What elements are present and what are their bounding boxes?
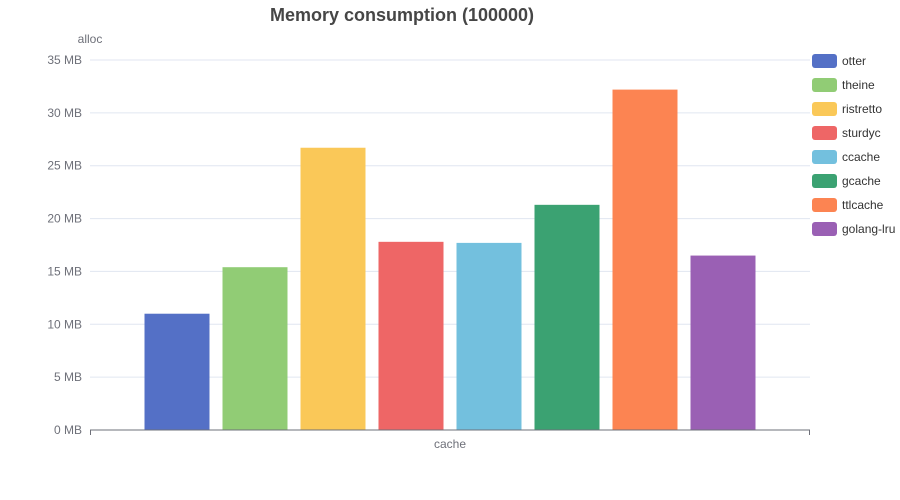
y-tick-label: 25 MB (47, 159, 82, 173)
legend-swatch (812, 102, 837, 116)
y-tick-label: 35 MB (47, 53, 82, 67)
bar-ttlcache[interactable] (612, 89, 678, 430)
bar-theine[interactable] (222, 267, 288, 430)
y-tick-label: 30 MB (47, 106, 82, 120)
legend-item-golang-lru[interactable]: golang-lru (812, 222, 895, 236)
legend-item-sturdyc[interactable]: sturdyc (812, 126, 881, 140)
y-tick-labels: 0 MB 5 MB 10 MB 15 MB 20 MB 25 MB 30 MB 35 MB (47, 53, 82, 437)
legend-item-ttlcache[interactable]: ttlcache (812, 198, 884, 212)
legend-swatch (812, 150, 837, 164)
legend-swatch (812, 198, 837, 212)
legend-swatch (812, 54, 837, 68)
bar-ristretto[interactable] (300, 147, 366, 430)
legend-label: theine (842, 78, 875, 92)
bars (144, 89, 756, 430)
legend-swatch (812, 174, 837, 188)
legend-swatch (812, 222, 837, 236)
legend-label: ristretto (842, 102, 882, 116)
legend-label: otter (842, 54, 866, 68)
legend-label: ccache (842, 150, 880, 164)
bar-otter[interactable] (144, 313, 210, 430)
y-axis-label: alloc (78, 32, 103, 46)
legend[interactable]: otter theine ristretto sturdyc ccache gcache t… (812, 54, 895, 236)
legend-label: sturdyc (842, 126, 881, 140)
y-tick-label: 20 MB (47, 212, 82, 226)
chart-title: Memory consumption (100000) (270, 5, 534, 25)
legend-item-ristretto[interactable]: ristretto (812, 102, 882, 116)
legend-item-theine[interactable]: theine (812, 78, 875, 92)
legend-swatch (812, 126, 837, 140)
y-tick-label: 10 MB (47, 317, 82, 331)
bar-golang-lru[interactable] (690, 255, 756, 430)
y-tick-label: 15 MB (47, 264, 82, 278)
legend-label: gcache (842, 174, 881, 188)
y-tick-label: 0 MB (54, 423, 82, 437)
legend-item-ccache[interactable]: ccache (812, 150, 880, 164)
x-axis (90, 429, 810, 435)
legend-swatch (812, 78, 837, 92)
bar-ccache[interactable] (456, 242, 522, 430)
legend-item-gcache[interactable]: gcache (812, 174, 881, 188)
legend-label: ttlcache (842, 198, 884, 212)
legend-item-otter[interactable]: otter (812, 54, 866, 68)
grid-lines (90, 59, 810, 378)
y-tick-label: 5 MB (54, 370, 82, 384)
legend-label: golang-lru (842, 222, 895, 236)
x-axis-label: cache (434, 437, 466, 451)
bar-gcache[interactable] (534, 204, 600, 430)
bar-sturdyc[interactable] (378, 241, 444, 430)
